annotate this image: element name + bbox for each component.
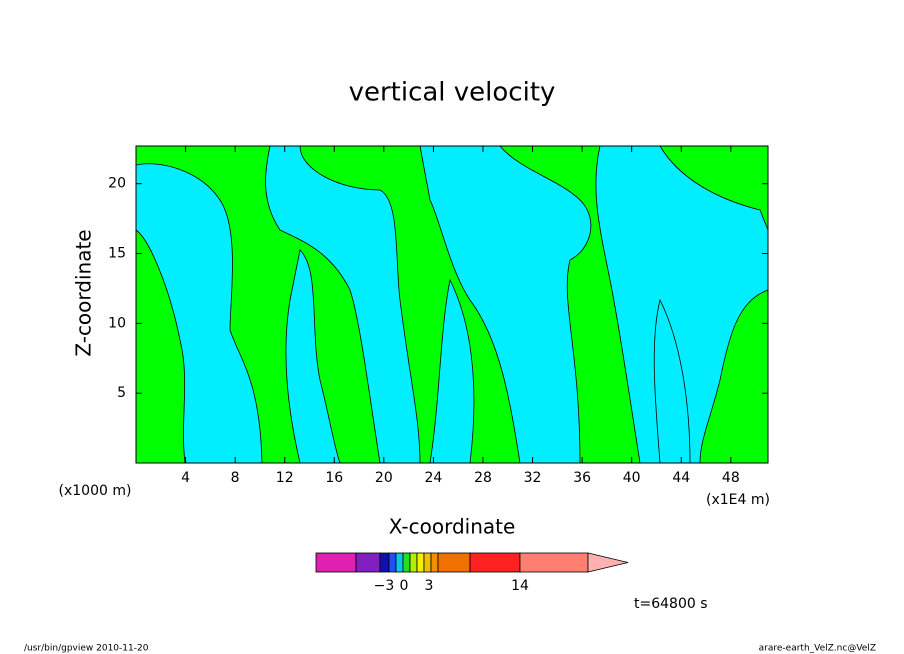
footer-left: /usr/bin/gpview 2010-11-20 xyxy=(24,644,149,654)
colorbar-segment xyxy=(416,552,425,573)
x-tick-label: 44 xyxy=(672,470,690,486)
x-tick-label: 12 xyxy=(276,470,294,486)
colorbar-segment xyxy=(402,552,411,573)
colorbar-segment xyxy=(355,552,381,573)
colorbar-tick-label: −3 xyxy=(374,578,395,594)
colorbar-segment xyxy=(388,552,397,573)
colorbar-segment xyxy=(430,552,439,573)
x-axis-label: X-coordinate xyxy=(389,515,516,539)
footer-right: arare-earth_VelZ.nc@VelZ xyxy=(759,644,876,654)
colorbar-segment xyxy=(409,552,418,573)
x-unit-right: (x1E4 m) xyxy=(706,492,770,508)
contour-field xyxy=(135,145,769,464)
colorbar-segment xyxy=(519,552,589,573)
x-tick-label: 24 xyxy=(424,470,442,486)
x-tick-label: 8 xyxy=(231,470,240,486)
x-tick-label: 48 xyxy=(722,470,740,486)
colorbar-segment xyxy=(379,552,390,573)
x-tick-label: 4 xyxy=(181,470,190,486)
colorbar-tick-label: 14 xyxy=(511,578,529,594)
x-tick-label: 28 xyxy=(474,470,492,486)
x-tick-label: 16 xyxy=(325,470,343,486)
x-tick-label: 40 xyxy=(623,470,641,486)
y-tick-label: 20 xyxy=(108,176,126,192)
colorbar-segment xyxy=(437,552,471,573)
x-tick-label: 32 xyxy=(524,470,542,486)
y-tick-label: 5 xyxy=(117,385,126,401)
colorbar-tick-label: 0 xyxy=(400,578,409,594)
colorbar-extension xyxy=(587,552,629,573)
chart-title: vertical velocity xyxy=(349,78,556,108)
y-axis-label: Z-coordinate xyxy=(72,229,96,356)
x-unit-left: (x1000 m) xyxy=(59,483,132,499)
x-tick-label: 20 xyxy=(375,470,393,486)
y-tick-label: 10 xyxy=(108,315,126,331)
colorbar-segment xyxy=(315,552,357,573)
x-tick-label: 36 xyxy=(573,470,591,486)
colorbar-segment xyxy=(469,552,521,573)
colorbar-segment xyxy=(423,552,432,573)
colorbar-segment xyxy=(395,552,404,573)
colorbar-tick-label: 3 xyxy=(425,578,434,594)
time-label: t=64800 s xyxy=(634,596,708,612)
y-tick-label: 15 xyxy=(108,246,126,262)
